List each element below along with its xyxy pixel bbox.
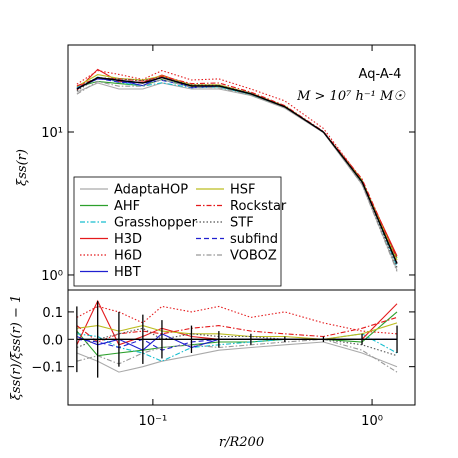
legend-label: VOBOZ — [230, 249, 277, 264]
series-line — [76, 341, 398, 373]
legend-label: AHF — [114, 199, 140, 214]
series-line — [76, 322, 398, 340]
plot-area — [76, 68, 398, 272]
annotation: M > 10⁷ h⁻¹ M☉ — [296, 89, 406, 104]
legend-label: Rockstar — [230, 199, 287, 214]
plot-area — [76, 299, 398, 378]
legend-label: HBT — [114, 265, 141, 280]
legend-box — [73, 176, 282, 287]
legend-label: Grasshopper — [114, 216, 198, 231]
x-tick-label: 10⁰ — [361, 414, 383, 429]
legend-label: subfind — [230, 232, 278, 247]
x-axis-label: r/R200 — [219, 435, 264, 450]
y-tick-label: 0.1 — [42, 306, 63, 321]
x-tick-label: 10⁻¹ — [139, 414, 168, 429]
y-tick-label: 10¹ — [41, 126, 63, 141]
legend-label: H3D — [114, 232, 142, 247]
y-axis-label: ξss(r) — [15, 149, 30, 186]
legend-label: AdaptaHOP — [114, 183, 188, 198]
y-tick-label: 0.0 — [42, 333, 63, 348]
legend-label: HSF — [230, 183, 256, 198]
legend-label: STF — [230, 216, 254, 231]
y-tick-label: −0.1 — [31, 361, 63, 376]
series-line — [76, 316, 398, 343]
annotation: Aq-A-4 — [359, 67, 402, 82]
axes-frame — [67, 289, 416, 406]
series-line — [76, 305, 398, 335]
series-line — [76, 327, 398, 357]
y-axis-label: ξss(r)/ξ̄ss(r) − 1 — [9, 295, 24, 401]
y-tick-label: 10⁰ — [41, 269, 63, 284]
legend-label: H6D — [114, 249, 142, 264]
series-line — [76, 338, 398, 373]
series-line — [76, 76, 398, 264]
series-line — [76, 70, 398, 263]
